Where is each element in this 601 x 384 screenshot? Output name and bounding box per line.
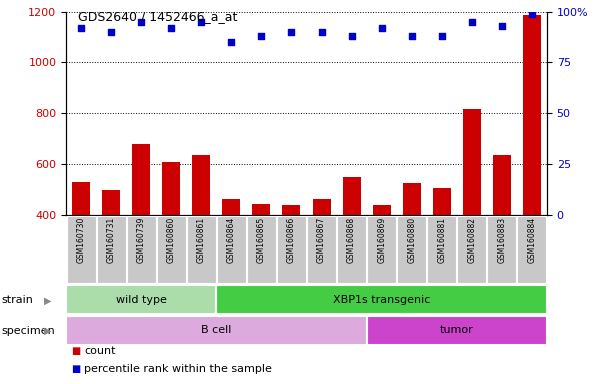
- Text: ■: ■: [71, 364, 80, 374]
- Text: GSM160883: GSM160883: [498, 217, 506, 263]
- Bar: [517, 216, 546, 283]
- Text: GSM160730: GSM160730: [77, 217, 85, 263]
- Point: [347, 33, 356, 39]
- Bar: [373, 205, 391, 215]
- Text: GSM160868: GSM160868: [347, 217, 356, 263]
- Point: [257, 33, 266, 39]
- Bar: [367, 216, 396, 283]
- Bar: [307, 216, 336, 283]
- Text: count: count: [84, 346, 115, 356]
- Text: GSM160884: GSM160884: [528, 217, 536, 263]
- Text: GSM160881: GSM160881: [438, 217, 446, 263]
- Point: [136, 18, 146, 25]
- Bar: [66, 316, 367, 345]
- Text: GSM160882: GSM160882: [468, 217, 476, 263]
- Point: [197, 18, 206, 25]
- Bar: [433, 188, 451, 215]
- Point: [317, 29, 326, 35]
- Point: [106, 29, 116, 35]
- Text: GSM160864: GSM160864: [227, 217, 236, 263]
- Bar: [252, 204, 270, 215]
- Bar: [493, 155, 511, 215]
- Bar: [427, 216, 456, 283]
- Text: GSM160865: GSM160865: [257, 217, 266, 263]
- Bar: [187, 216, 216, 283]
- Point: [287, 29, 296, 35]
- Point: [166, 25, 176, 31]
- Text: percentile rank within the sample: percentile rank within the sample: [84, 364, 272, 374]
- Point: [497, 23, 507, 29]
- Bar: [277, 216, 306, 283]
- Point: [227, 39, 236, 45]
- Text: GSM160860: GSM160860: [167, 217, 175, 263]
- Text: ▶: ▶: [44, 326, 51, 336]
- Text: tumor: tumor: [440, 325, 474, 335]
- Point: [527, 10, 537, 17]
- Bar: [67, 216, 96, 283]
- Text: GSM160739: GSM160739: [137, 217, 145, 263]
- Bar: [216, 285, 547, 314]
- Bar: [222, 199, 240, 215]
- Bar: [72, 182, 90, 215]
- Text: GSM160731: GSM160731: [107, 217, 115, 263]
- Text: GSM160880: GSM160880: [407, 217, 416, 263]
- Point: [407, 33, 416, 39]
- Point: [437, 33, 447, 39]
- Text: GSM160869: GSM160869: [377, 217, 386, 263]
- Text: GSM160867: GSM160867: [317, 217, 326, 263]
- Bar: [217, 216, 246, 283]
- Bar: [102, 190, 120, 215]
- Bar: [523, 15, 541, 215]
- Text: specimen: specimen: [1, 326, 55, 336]
- Text: wild type: wild type: [116, 295, 166, 305]
- Text: GDS2640 / 1452466_a_at: GDS2640 / 1452466_a_at: [78, 10, 237, 23]
- Bar: [157, 216, 186, 283]
- Bar: [247, 216, 276, 283]
- Text: GSM160861: GSM160861: [197, 217, 206, 263]
- Bar: [403, 183, 421, 215]
- Bar: [192, 155, 210, 215]
- Text: B cell: B cell: [201, 325, 231, 335]
- Text: strain: strain: [1, 295, 33, 305]
- Bar: [132, 144, 150, 215]
- Bar: [337, 216, 366, 283]
- Text: ■: ■: [71, 346, 80, 356]
- Bar: [162, 162, 180, 215]
- Bar: [397, 216, 426, 283]
- Bar: [313, 199, 331, 215]
- Bar: [457, 216, 486, 283]
- Bar: [66, 285, 216, 314]
- Point: [467, 18, 477, 25]
- Text: ▶: ▶: [44, 295, 51, 305]
- Text: GSM160866: GSM160866: [287, 217, 296, 263]
- Bar: [343, 177, 361, 215]
- Bar: [487, 216, 516, 283]
- Text: XBP1s transgenic: XBP1s transgenic: [333, 295, 430, 305]
- Bar: [97, 216, 126, 283]
- Point: [76, 25, 86, 31]
- Point: [377, 25, 386, 31]
- Bar: [282, 205, 300, 215]
- Bar: [367, 316, 547, 345]
- Bar: [127, 216, 156, 283]
- Bar: [463, 109, 481, 215]
